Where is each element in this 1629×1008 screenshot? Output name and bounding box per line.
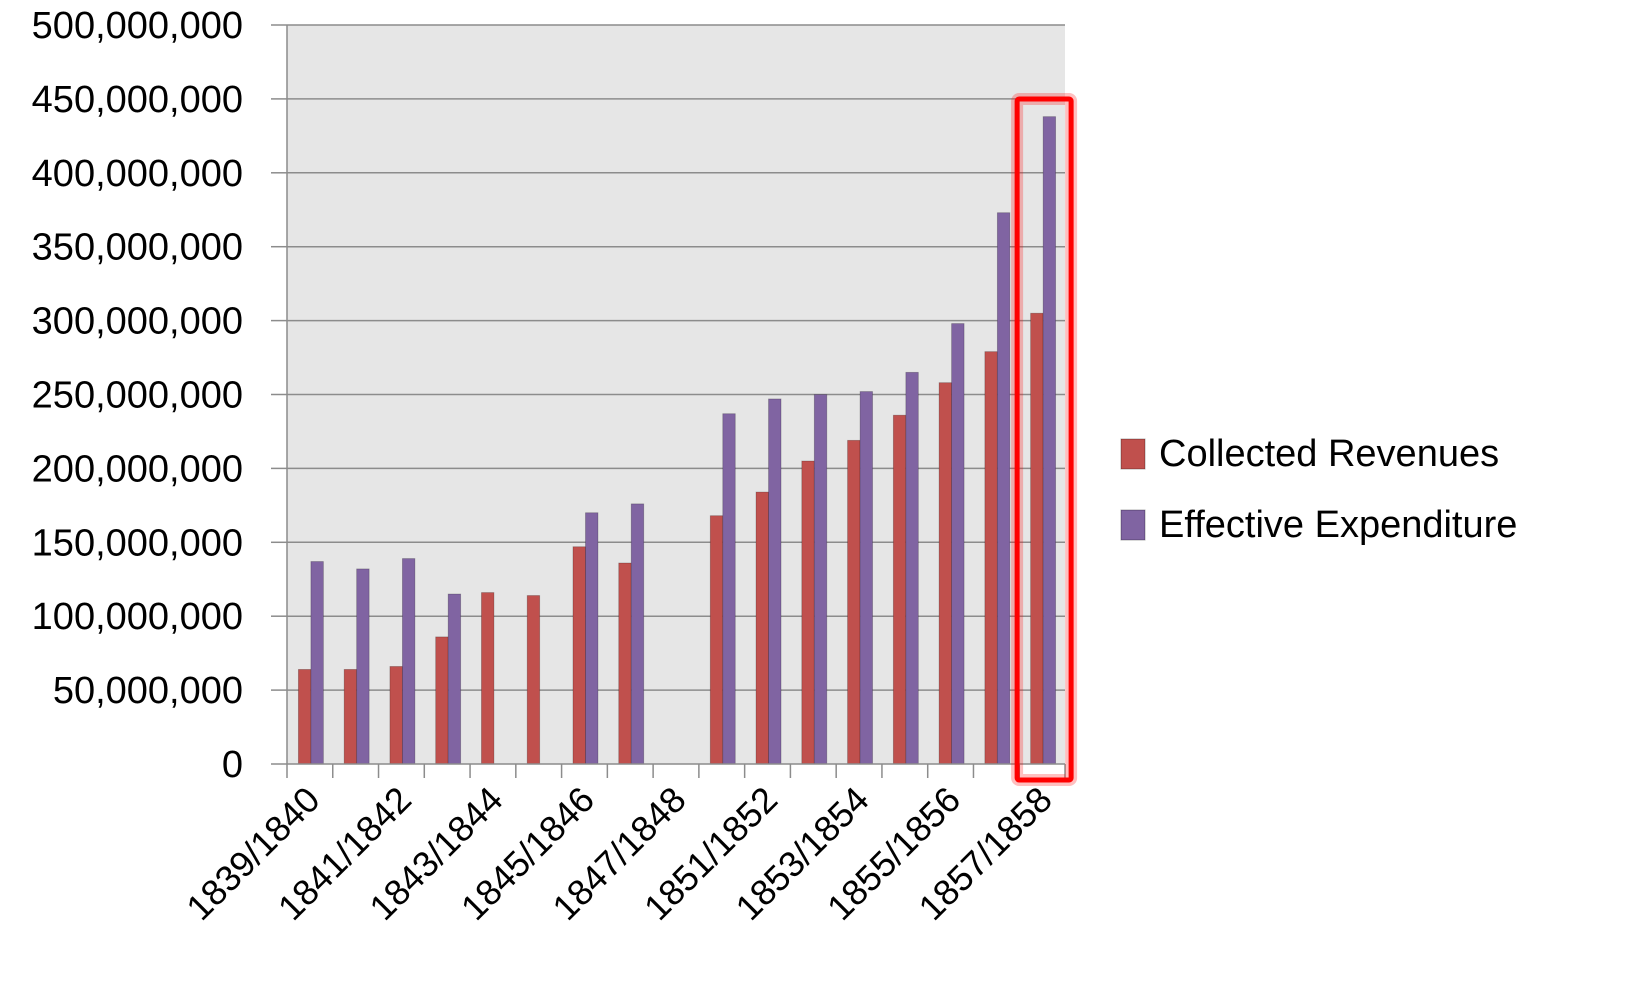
bar-collected-revenues xyxy=(755,491,769,765)
y-tick-label: 0 xyxy=(222,744,243,786)
bar-effective-expenditure xyxy=(402,558,416,765)
bar-collected-revenues xyxy=(297,669,312,765)
legend-swatch-collected-revenues xyxy=(1120,438,1146,470)
bar-effective-expenditure xyxy=(905,371,919,765)
bar-collected-revenues xyxy=(435,636,449,765)
bar-effective-expenditure xyxy=(722,413,736,765)
y-tick-label: 50,000,000 xyxy=(53,670,243,712)
gridlines xyxy=(271,24,1065,765)
bar-effective-expenditure xyxy=(310,561,324,765)
bar-collected-revenues xyxy=(938,382,952,765)
legend-swatch-effective-expenditure xyxy=(1120,509,1146,541)
y-tick-label: 400,000,000 xyxy=(32,153,243,195)
y-tick-label: 200,000,000 xyxy=(32,448,243,490)
bar-effective-expenditure xyxy=(1042,116,1057,765)
highlight-box xyxy=(1011,93,1078,786)
bar-effective-expenditure xyxy=(813,394,828,765)
y-tick-label: 500,000,000 xyxy=(32,5,243,47)
bar-effective-expenditure xyxy=(996,212,1011,765)
bar-effective-expenditure xyxy=(585,512,599,765)
bar-collected-revenues xyxy=(481,592,495,765)
bar-collected-revenues xyxy=(526,595,541,765)
y-tick-label: 150,000,000 xyxy=(32,522,243,564)
bar-effective-expenditure xyxy=(951,323,965,765)
bar-collected-revenues xyxy=(389,666,403,765)
bars xyxy=(297,116,1057,765)
bar-collected-revenues xyxy=(984,351,998,765)
bar-effective-expenditure xyxy=(859,391,873,765)
bar-collected-revenues xyxy=(572,546,586,765)
legend: Collected Revenues Effective Expenditure xyxy=(1120,433,1517,546)
bar-effective-expenditure xyxy=(447,593,462,765)
bar-collected-revenues xyxy=(847,439,861,765)
y-axis-tick-labels: 0 50,000,000 100,000,000 150,000,000 200,000… xyxy=(32,5,243,786)
highlight-box-border xyxy=(1014,96,1074,783)
legend-label-effective-expenditure: Effective Expenditure xyxy=(1159,504,1517,546)
bar-collected-revenues xyxy=(343,669,358,765)
y-tick-label: 300,000,000 xyxy=(32,301,243,343)
y-tick-label: 100,000,000 xyxy=(32,596,243,638)
bar-collected-revenues xyxy=(618,562,632,765)
bar-effective-expenditure xyxy=(356,568,370,765)
legend-label-collected-revenues: Collected Revenues xyxy=(1159,433,1499,475)
y-tick-label: 250,000,000 xyxy=(32,375,243,417)
y-tick-label: 450,000,000 xyxy=(32,79,243,121)
y-tick-label: 350,000,000 xyxy=(32,227,243,269)
bar-collected-revenues xyxy=(892,414,907,765)
x-axis-tick-labels: 1839/18401841/18421843/18441845/18461847… xyxy=(178,779,1060,928)
bar-effective-expenditure xyxy=(630,503,645,765)
bar-collected-revenues xyxy=(801,460,815,765)
bar-collected-revenues xyxy=(1030,312,1044,765)
bar-effective-expenditure xyxy=(768,398,782,765)
bar-collected-revenues xyxy=(709,515,724,765)
